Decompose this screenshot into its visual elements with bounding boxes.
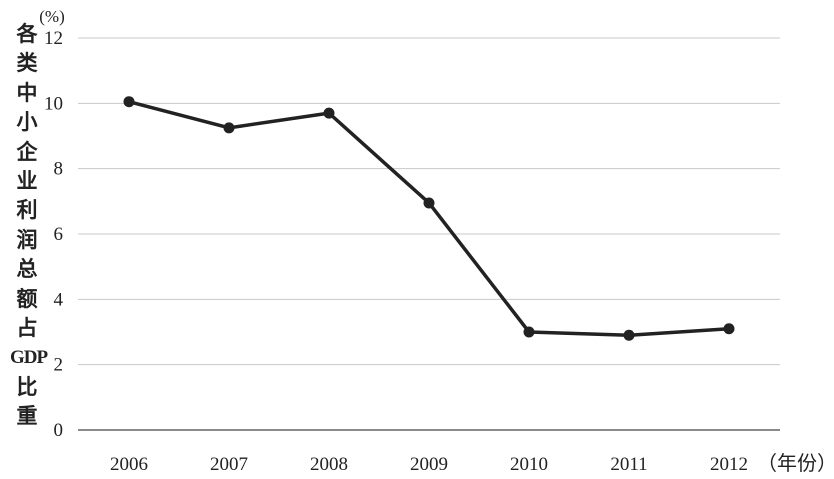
series-line (128, 100, 730, 338)
y-tick-label: 4 (54, 289, 64, 310)
y-tick-label: 0 (54, 420, 64, 441)
gridlines (78, 37, 780, 431)
y-tick-label: 12 (44, 28, 63, 49)
x-tick-labels: 2006 2007 2008 2009 2010 2011 2012 (110, 454, 748, 475)
y-axis-label-char: 中 (16, 80, 38, 105)
y-axis-label-char: 总 (16, 257, 38, 282)
y-tick-label: 2 (54, 355, 64, 376)
x-tick-label: 2012 (710, 454, 748, 475)
y-axis-label-char: 业 (16, 169, 38, 194)
y-tick-label: 6 (54, 224, 64, 245)
y-axis-label-char: GDP (10, 347, 48, 369)
data-point (123, 96, 135, 108)
y-axis-label: 各类中小企业利润总额占 GDP 比重 (10, 20, 48, 432)
data-point (223, 122, 235, 134)
y-axis-label-char: 类 (16, 51, 38, 76)
y-axis-label-char: 比 (16, 374, 38, 399)
y-axis-label-char: 小 (16, 110, 38, 135)
x-tick-label: 2006 (110, 454, 148, 475)
y-tick-label: 10 (44, 93, 63, 114)
data-point (623, 329, 635, 341)
y-unit-label: (%) (39, 7, 64, 26)
y-axis-label-char: 利 (16, 198, 38, 223)
x-tick-label: 2009 (410, 454, 448, 475)
y-axis-label-char: 企 (16, 139, 38, 164)
x-tick-label: 2010 (510, 454, 548, 475)
y-axis-label-char: 润 (16, 227, 38, 252)
data-point (523, 326, 535, 338)
x-tick-label: 2008 (310, 454, 348, 475)
data-point (723, 323, 735, 335)
x-tick-label: 2007 (210, 454, 248, 475)
x-tick-label: 2011 (610, 454, 647, 475)
y-axis-label-char: 重 (16, 404, 38, 429)
x-unit-label: （年份） (757, 451, 834, 475)
data-point (423, 197, 435, 209)
data-point (323, 107, 335, 119)
y-axis-label-char: 各 (16, 22, 38, 46)
series-line-group (123, 96, 735, 341)
y-axis-label-char: 占 (16, 316, 38, 341)
y-tick-labels: 0 2 4 6 8 10 12 (44, 28, 64, 441)
y-axis-label-char: 额 (16, 286, 38, 311)
y-tick-label: 8 (54, 159, 64, 180)
